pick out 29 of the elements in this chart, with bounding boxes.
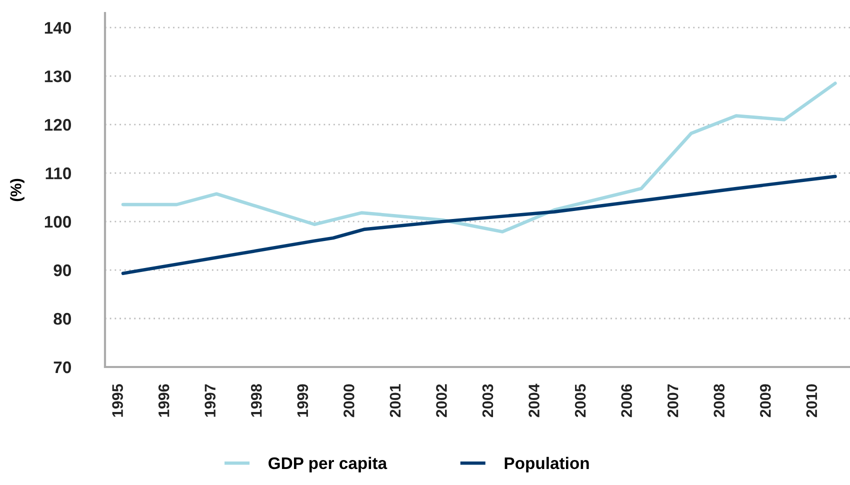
x-tick-label: 1999 bbox=[297, 384, 308, 417]
x-tick-label: 2008 bbox=[714, 384, 725, 418]
x-tick-label: 2006 bbox=[621, 384, 632, 418]
x-tick-label: 2000 bbox=[344, 384, 354, 418]
legend-label: GDP per capita bbox=[268, 456, 388, 472]
legend-label: Population bbox=[504, 456, 589, 472]
x-tick-label: 2004 bbox=[528, 384, 540, 418]
x-tick-label: 2002 bbox=[436, 384, 447, 418]
y-tick-label: 80 bbox=[54, 312, 71, 325]
y-tick-label: 110 bbox=[46, 167, 71, 180]
y-tick-label: 130 bbox=[44, 70, 71, 82]
y-tick-label: 140 bbox=[44, 22, 71, 34]
line-series bbox=[121, 174, 837, 276]
y-tick-label: 90 bbox=[54, 264, 71, 276]
x-tick-label: 2009 bbox=[760, 384, 771, 418]
x-tick-label: 2003 bbox=[482, 384, 494, 418]
x-tick-label: 1995 bbox=[112, 384, 123, 417]
x-tick-label: 2010 bbox=[806, 384, 818, 418]
y-axis-title: (%) bbox=[10, 178, 24, 202]
x-tick-label: 1998 bbox=[250, 384, 262, 417]
line-series bbox=[121, 82, 837, 234]
x-tick-label: 1996 bbox=[158, 384, 170, 417]
x-tick-label: 1997 bbox=[204, 384, 216, 417]
y-tick-label: 120 bbox=[44, 118, 71, 131]
y-tick-label: 70 bbox=[54, 361, 71, 374]
x-tick-label: 2001 bbox=[390, 384, 401, 418]
x-tick-label: 2007 bbox=[667, 384, 678, 418]
y-tick-label: 100 bbox=[44, 216, 71, 228]
x-tick-label: 2005 bbox=[574, 384, 586, 418]
